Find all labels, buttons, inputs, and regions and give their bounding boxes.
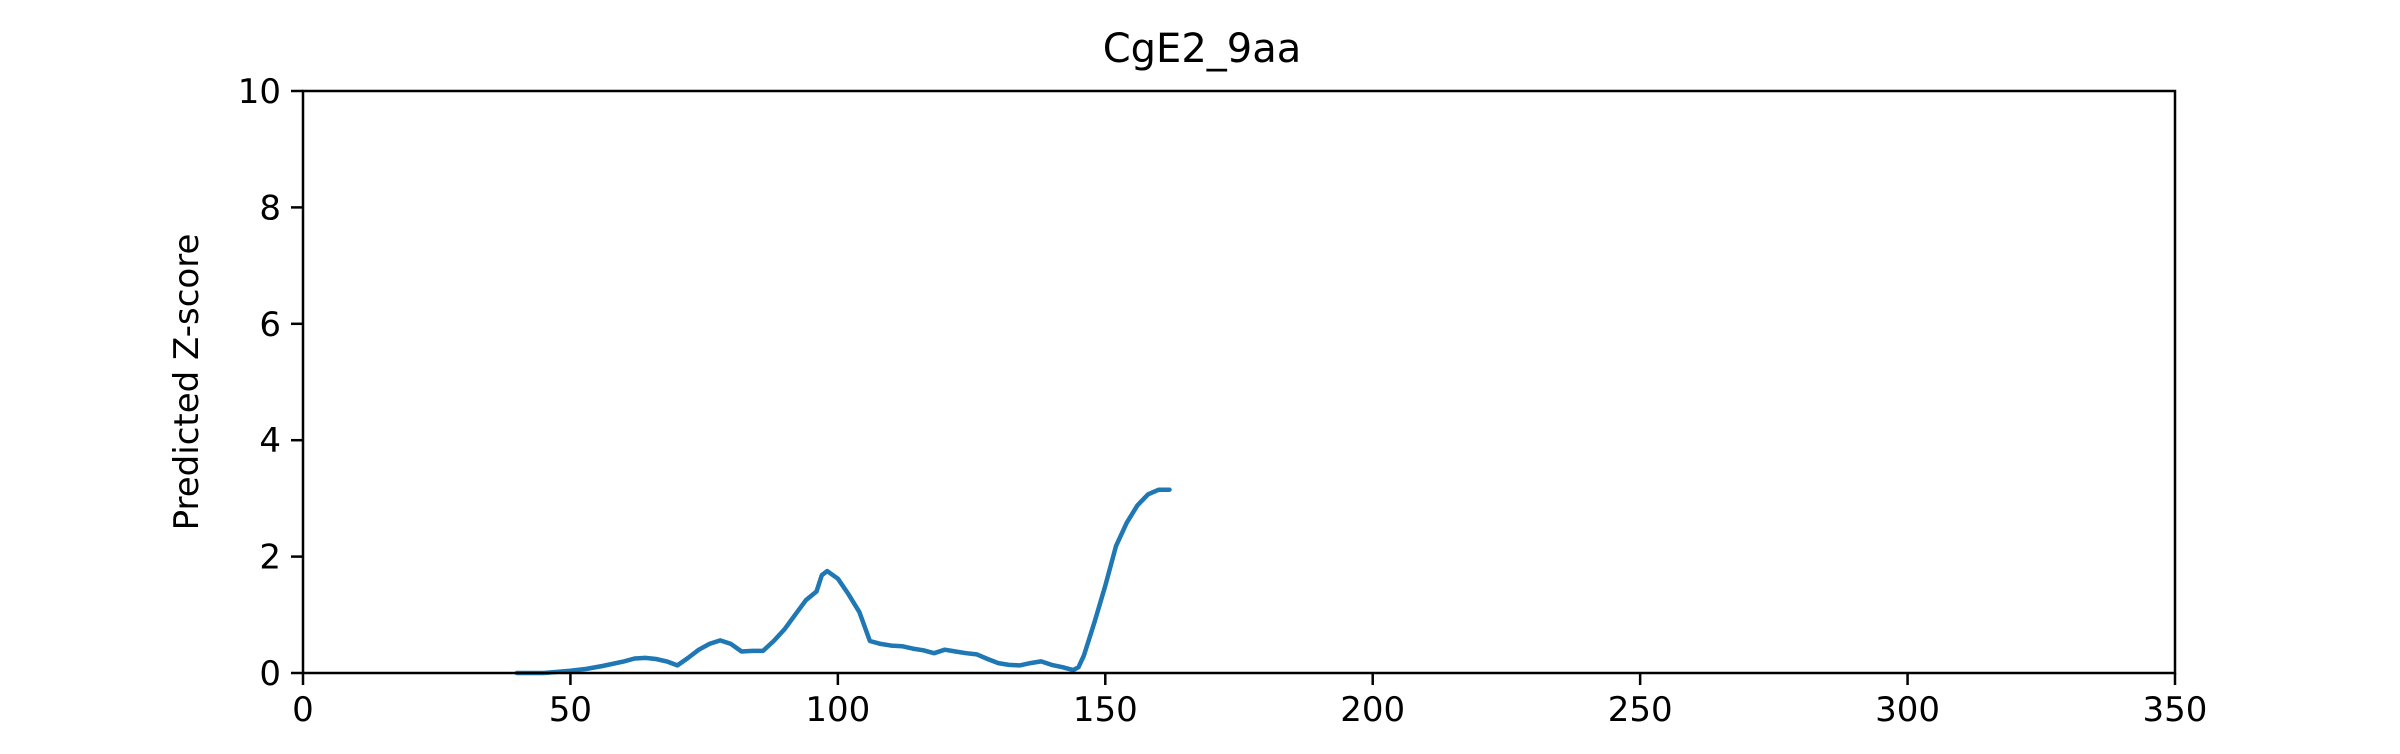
plot-area: 0 50 100 150 200 250 300 350 0 2 4 6 8 10 xyxy=(238,72,2208,730)
series-line-0 xyxy=(514,487,1172,676)
chart-title: CgE2_9aa xyxy=(1103,26,1302,72)
y-tick-label: 0 xyxy=(259,654,281,694)
y-tick-label: 2 xyxy=(259,538,281,578)
y-axis-label: Predicted Z-score xyxy=(167,234,207,531)
x-tick-label: 250 xyxy=(1608,690,1673,730)
x-tick-label: 50 xyxy=(549,690,592,730)
y-tick-label: 6 xyxy=(259,305,281,345)
x-tick-label: 350 xyxy=(2143,690,2208,730)
x-tick-label: 150 xyxy=(1073,690,1138,730)
plot-frame xyxy=(301,89,2177,675)
y-tick-label: 4 xyxy=(259,421,281,461)
y-tick-label: 10 xyxy=(238,72,281,112)
y-tick-label: 8 xyxy=(259,188,281,228)
x-tick-label: 100 xyxy=(805,690,870,730)
x-tick-label: 200 xyxy=(1340,690,1405,730)
x-tick-label: 0 xyxy=(292,690,314,730)
x-tick-label: 300 xyxy=(1875,690,1940,730)
